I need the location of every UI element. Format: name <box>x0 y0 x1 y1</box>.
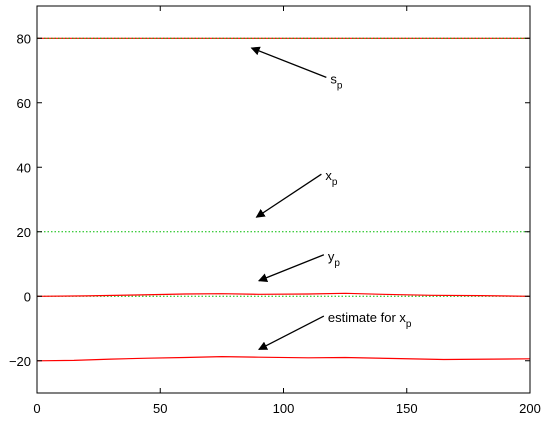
annotation-subscript: p <box>337 80 343 91</box>
annotation-label-1: xp <box>325 168 338 188</box>
annotation-label-3: estimate for xp <box>328 310 412 330</box>
y-tick-label: −20 <box>9 354 31 369</box>
annotation-label-2: yp <box>328 249 341 269</box>
annotations-layer: sp xp yp estimate for xp <box>250 46 412 351</box>
y-tick-label: 60 <box>17 96 31 111</box>
annotation-arrow-0 <box>250 46 327 79</box>
annotation-arrow-3 <box>258 315 325 351</box>
x-tick-label: 50 <box>153 401 167 416</box>
y-tick-label: 40 <box>17 160 31 175</box>
annotation-subscript: p <box>406 319 412 330</box>
x-tick-label: 150 <box>396 401 418 416</box>
axes-layer: 0 50 100 150 200 −20 0 20 40 60 80 <box>9 5 541 416</box>
series-line-4 <box>36 292 531 297</box>
x-tick-label: 0 <box>33 401 40 416</box>
series-line-5 <box>36 355 531 362</box>
annotation-arrow-2 <box>258 254 325 282</box>
series-layer <box>36 37 531 362</box>
annotation-arrow-1 <box>255 173 322 218</box>
x-tick-label: 100 <box>273 401 295 416</box>
x-tick-label: 200 <box>519 401 541 416</box>
y-tick-label: 20 <box>17 225 31 240</box>
annotation-subscript: p <box>332 177 338 188</box>
y-tick-label: 0 <box>24 289 31 304</box>
y-tick-label: 80 <box>17 31 31 46</box>
annotation-label-0: sp <box>330 71 343 91</box>
annotation-subscript: p <box>334 258 340 269</box>
